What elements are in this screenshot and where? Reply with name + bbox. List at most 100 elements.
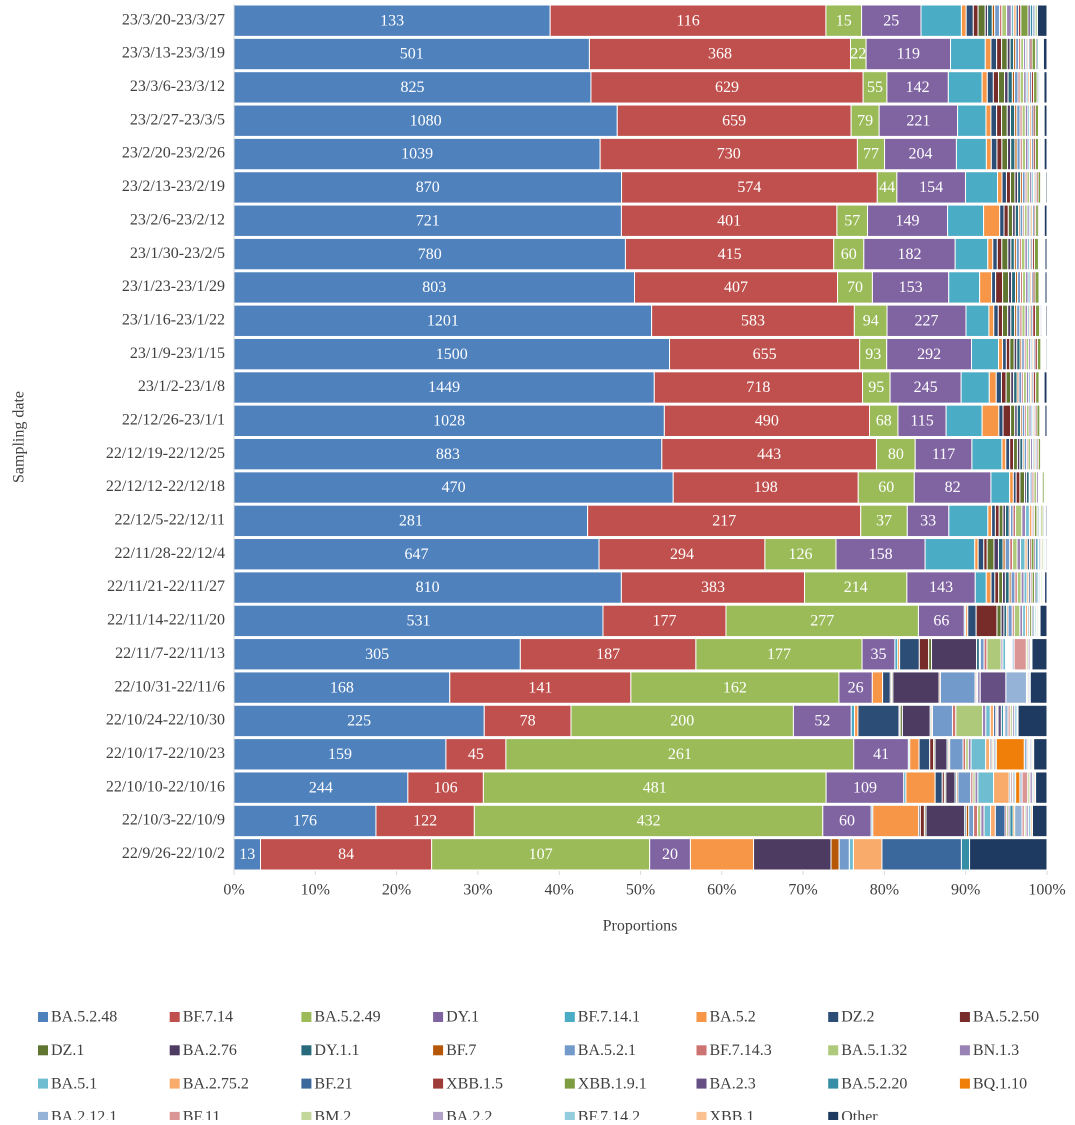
bar-segment	[1044, 138, 1047, 169]
data-label: 730	[717, 146, 741, 163]
bar-segment	[991, 805, 996, 836]
bar-segment	[984, 805, 990, 836]
bar-segment	[906, 772, 935, 803]
bar-segment	[1011, 572, 1015, 603]
legend-label: BA.5.2	[710, 1009, 756, 1026]
data-label: 261	[668, 746, 692, 763]
bar-segment	[980, 672, 1006, 703]
y-tick-label: 23/2/20-23/2/26	[122, 145, 225, 162]
data-label: 721	[416, 212, 440, 229]
bar-segment	[949, 272, 980, 303]
bar-segment	[972, 439, 1002, 470]
bar-segment	[930, 739, 934, 770]
bar-segment	[990, 705, 993, 736]
legend-label: BA.5.2.50	[973, 1009, 1039, 1026]
data-label: 200	[670, 713, 694, 730]
bar-segment	[932, 705, 952, 736]
legend-label: BA.5.2.49	[314, 1009, 380, 1026]
legend-label: BA.2.12.1	[51, 1109, 117, 1120]
y-tick-label: 22/12/19-22/12/25	[106, 445, 225, 462]
legend-swatch	[301, 1045, 311, 1055]
legend-swatch	[565, 1012, 575, 1022]
bar-segment	[919, 639, 928, 670]
bar-segment	[1017, 572, 1021, 603]
data-label: 292	[917, 346, 941, 363]
bar-segment	[948, 205, 984, 236]
bar-segment	[1016, 505, 1022, 536]
bar-segment	[932, 639, 977, 670]
bar-segment	[1008, 72, 1012, 103]
legend-swatch	[565, 1112, 575, 1120]
bar-segment	[1002, 305, 1007, 336]
bar-segment	[992, 505, 996, 536]
data-label: 95	[868, 379, 884, 396]
legend-swatch	[170, 1012, 180, 1022]
bar-segment	[1046, 539, 1047, 570]
y-tick-label: 22/10/10-22/10/16	[106, 778, 225, 795]
bar-segment	[993, 238, 998, 269]
data-label: 198	[754, 479, 778, 496]
bar-segment	[1006, 439, 1010, 470]
legend-label: BQ.1.10	[973, 1075, 1027, 1092]
data-label: 470	[442, 479, 466, 496]
y-tick-label: 22/12/26-23/1/1	[122, 411, 225, 428]
bar-segment	[986, 705, 990, 736]
y-tick-label: 22/11/7-22/11/13	[115, 645, 225, 662]
bar-segment	[968, 605, 976, 636]
data-label: 1080	[410, 112, 442, 129]
legend-swatch	[828, 1112, 838, 1120]
bar-segment	[1011, 238, 1015, 269]
data-label: 655	[753, 346, 777, 363]
x-tick-label: 30%	[463, 882, 492, 899]
bar-segment	[1046, 338, 1047, 369]
bar-segment	[1016, 472, 1020, 503]
data-label: 94	[863, 312, 879, 329]
bar-segment	[1010, 472, 1014, 503]
bar-segment	[1000, 205, 1004, 236]
legend-swatch	[38, 1079, 48, 1089]
bar-segment	[987, 539, 994, 570]
data-label: 277	[810, 613, 834, 630]
bar-segment	[1016, 772, 1020, 803]
bar-segment	[991, 105, 997, 136]
legend-swatch	[170, 1112, 180, 1120]
bar-segment	[1006, 672, 1027, 703]
bar-segment	[1002, 172, 1006, 203]
y-tick-label: 22/10/31-22/11/6	[114, 678, 225, 695]
bar-segment	[754, 839, 831, 870]
bar-segment	[984, 539, 987, 570]
legend-swatch	[828, 1045, 838, 1055]
legend-swatch	[38, 1045, 48, 1055]
y-tick-label: 22/10/3-22/10/9	[122, 812, 225, 829]
bar-segment	[948, 72, 982, 103]
bar-segment	[1034, 739, 1047, 770]
y-tick-label: 23/1/23-23/1/29	[122, 278, 225, 295]
data-label: 204	[908, 146, 932, 163]
bar-segment	[996, 272, 1003, 303]
bar-segment	[1002, 238, 1008, 269]
legend-swatch	[38, 1012, 48, 1022]
bar-segment	[994, 305, 999, 336]
data-label: 443	[757, 446, 781, 463]
bar-segment	[1037, 338, 1040, 369]
bar-segment	[1010, 172, 1014, 203]
bar-segment	[988, 505, 992, 536]
bar-segment	[978, 539, 984, 570]
legend-swatch	[697, 1012, 707, 1022]
data-label: 45	[468, 746, 484, 763]
bar-segment	[997, 238, 1002, 269]
bar-segment	[992, 272, 996, 303]
data-label: 82	[945, 479, 961, 496]
y-tick-label: 22/10/24-22/10/30	[106, 712, 225, 729]
bar-segment	[958, 105, 986, 136]
data-label: 35	[870, 646, 886, 663]
data-label: 531	[406, 613, 430, 630]
bar-segment	[1026, 505, 1030, 536]
bar-segment	[872, 672, 882, 703]
data-label: 305	[365, 646, 389, 663]
bar-segment	[1012, 272, 1016, 303]
legend-label: DZ.1	[51, 1042, 84, 1059]
bar-segment	[1015, 72, 1018, 103]
data-label: 810	[416, 579, 440, 596]
legend-label: BA.5.2.48	[51, 1009, 117, 1026]
